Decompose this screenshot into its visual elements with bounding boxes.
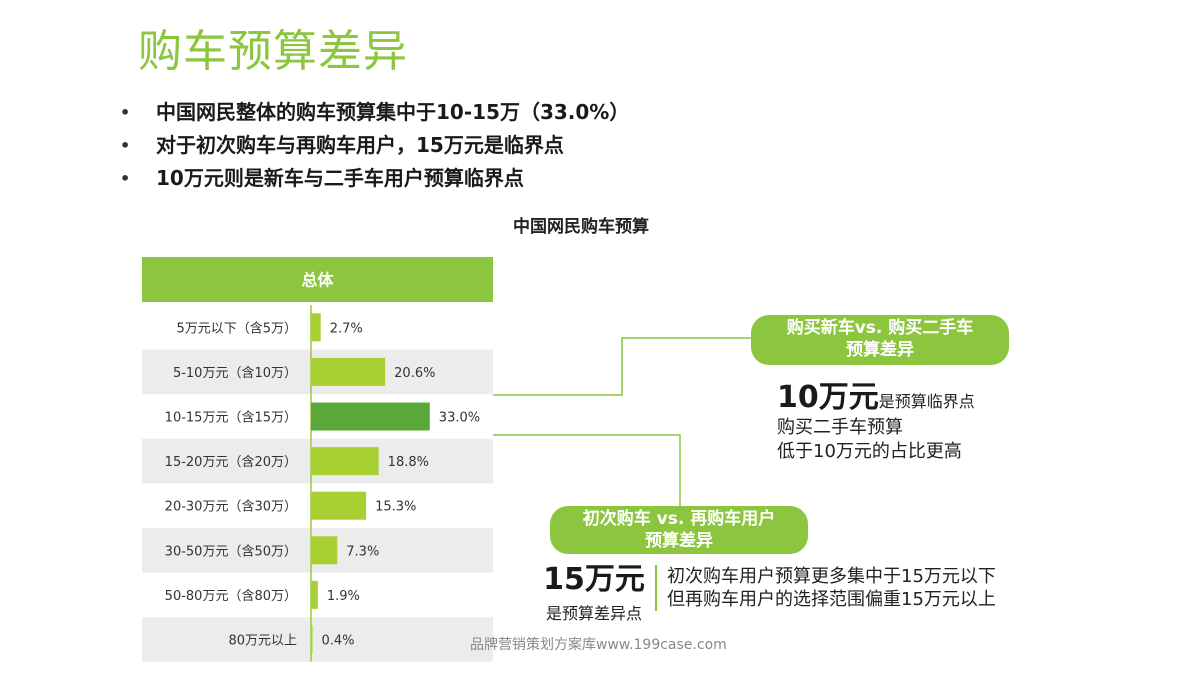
threshold-value: 15万元 — [543, 562, 645, 597]
bar — [311, 357, 386, 386]
bullet-text: 对于初次购车与再购车用户，15万元是临界点 — [156, 133, 564, 157]
value-label: 1.9% — [327, 589, 360, 604]
callout-label-line: 购买新车vs. 购买二手车 — [786, 318, 974, 338]
chart-header-label: 总体 — [301, 271, 334, 290]
category-label: 10-15万元（含15万） — [165, 410, 297, 426]
bullet-item: • 10万元则是新车与二手车用户预算临界点 — [120, 162, 629, 195]
chart-header — [142, 257, 493, 302]
threshold-suffix: 是预算临界点 — [878, 392, 975, 411]
bullet-list: • 中国网民整体的购车预算集中于10-15万（33.0%） • 对于初次购车与再购车… — [120, 96, 629, 195]
bullet-dot: • — [120, 169, 131, 188]
callout-new-vs-used: 购买新车vs. 购买二手车 预算差异 — [751, 315, 1009, 365]
page-title: 购车预算差异 — [138, 26, 408, 77]
bullet-item: • 中国网民整体的购车预算集中于10-15万（33.0%） — [120, 96, 629, 129]
category-label: 5万元以下（含5万） — [176, 320, 297, 336]
callout-label-line: 初次购车 vs. 再购车用户 — [582, 509, 776, 529]
connector-new-vs-used — [493, 337, 751, 396]
bar — [311, 447, 379, 476]
threshold-value: 10万元 — [777, 380, 879, 415]
first-vs-repeat-threshold: 15万元 是预算差异点 — [535, 560, 653, 624]
bar — [311, 491, 367, 520]
category-label: 15-20万元（含20万） — [165, 454, 297, 470]
bullet-item: • 对于初次购车与再购车用户，15万元是临界点 — [120, 129, 629, 162]
callout-label-line: 预算差异 — [846, 340, 914, 360]
watermark: 品牌营销策划方案库www.199case.com — [470, 637, 727, 653]
category-label: 5-10万元（含10万） — [173, 365, 297, 381]
bar — [311, 313, 321, 342]
bar — [311, 402, 430, 431]
first-vs-repeat-note: 初次购车用户预算更多集中于15万元以下 但再购车用户的选择范围偏重15万元以上 — [655, 565, 996, 611]
category-label: 80万元以上 — [228, 634, 297, 649]
value-label: 0.4% — [322, 634, 355, 649]
bar — [311, 580, 318, 609]
value-label: 2.7% — [330, 321, 363, 336]
new-vs-used-note: 10万元是预算临界点 购买二手车预算 低于10万元的占比更高 — [777, 372, 975, 464]
value-label: 33.0% — [439, 411, 480, 426]
threshold-sub: 是预算差异点 — [545, 604, 642, 623]
bullet-dot: • — [120, 103, 131, 122]
value-label: 7.3% — [346, 544, 379, 559]
note-line: 购买二手车预算 — [777, 417, 903, 438]
category-label: 30-50万元（含50万） — [165, 543, 297, 559]
bullet-dot: • — [120, 136, 131, 155]
callout-label-line: 预算差异 — [645, 531, 713, 551]
note-line: 但再购车用户的选择范围偏重15万元以上 — [667, 589, 996, 610]
value-label: 20.6% — [394, 366, 435, 381]
connector-first-vs-repeat — [493, 434, 681, 506]
chart-title: 中国网民购车预算 — [513, 217, 649, 237]
value-label: 15.3% — [375, 500, 416, 515]
bar — [311, 625, 313, 654]
bar — [311, 536, 338, 565]
bullet-text: 10万元则是新车与二手车用户预算临界点 — [156, 166, 524, 190]
bullet-text: 中国网民整体的购车预算集中于10-15万（33.0%） — [156, 100, 630, 124]
row-stripe — [142, 617, 493, 662]
category-label: 50-80万元（含80万） — [165, 588, 297, 604]
value-label: 18.8% — [388, 455, 429, 470]
note-line: 初次购车用户预算更多集中于15万元以下 — [667, 566, 996, 587]
callout-first-vs-repeat: 初次购车 vs. 再购车用户 预算差异 — [550, 506, 808, 554]
category-label: 20-30万元（含30万） — [165, 499, 297, 515]
note-line: 低于10万元的占比更高 — [777, 441, 962, 462]
